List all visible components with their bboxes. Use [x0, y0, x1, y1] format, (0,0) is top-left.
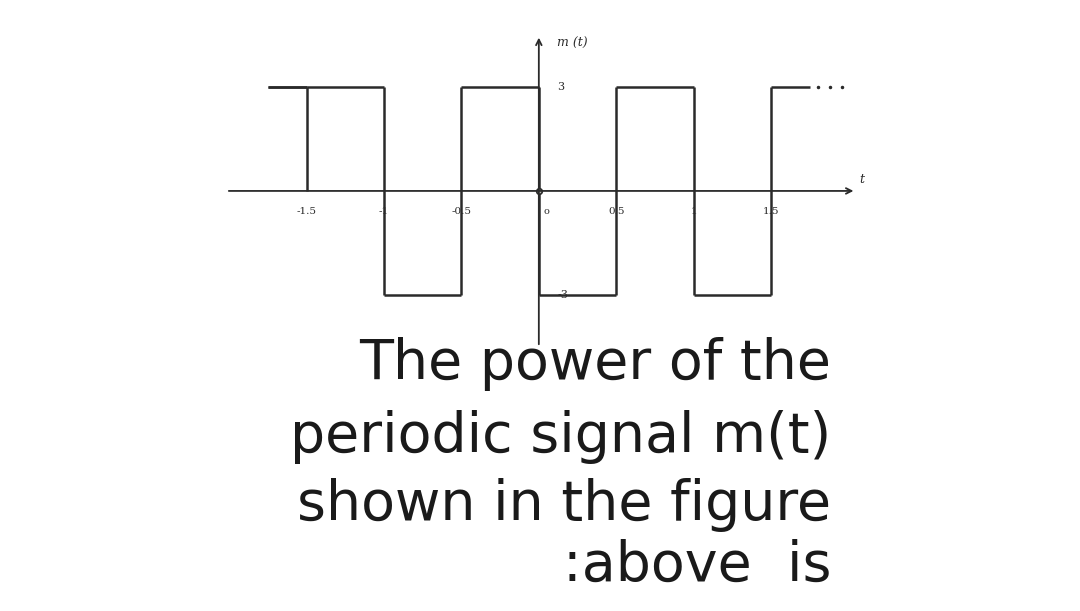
Text: m (t): m (t) — [557, 37, 588, 49]
Text: -3: -3 — [557, 290, 568, 300]
Text: t: t — [860, 173, 864, 186]
Text: The power of the: The power of the — [360, 337, 832, 391]
Text: 1: 1 — [690, 207, 697, 216]
Text: periodic signal m(t): periodic signal m(t) — [291, 411, 832, 464]
Text: -1: -1 — [379, 207, 389, 216]
Text: -1.5: -1.5 — [297, 207, 316, 216]
Text: 1.5: 1.5 — [762, 207, 780, 216]
Text: -0.5: -0.5 — [451, 207, 471, 216]
Text: shown in the figure: shown in the figure — [297, 478, 832, 532]
Text: o: o — [543, 207, 550, 216]
Text: 0.5: 0.5 — [608, 207, 624, 216]
Text: :above  is: :above is — [563, 539, 832, 593]
Text: 3: 3 — [557, 82, 565, 92]
